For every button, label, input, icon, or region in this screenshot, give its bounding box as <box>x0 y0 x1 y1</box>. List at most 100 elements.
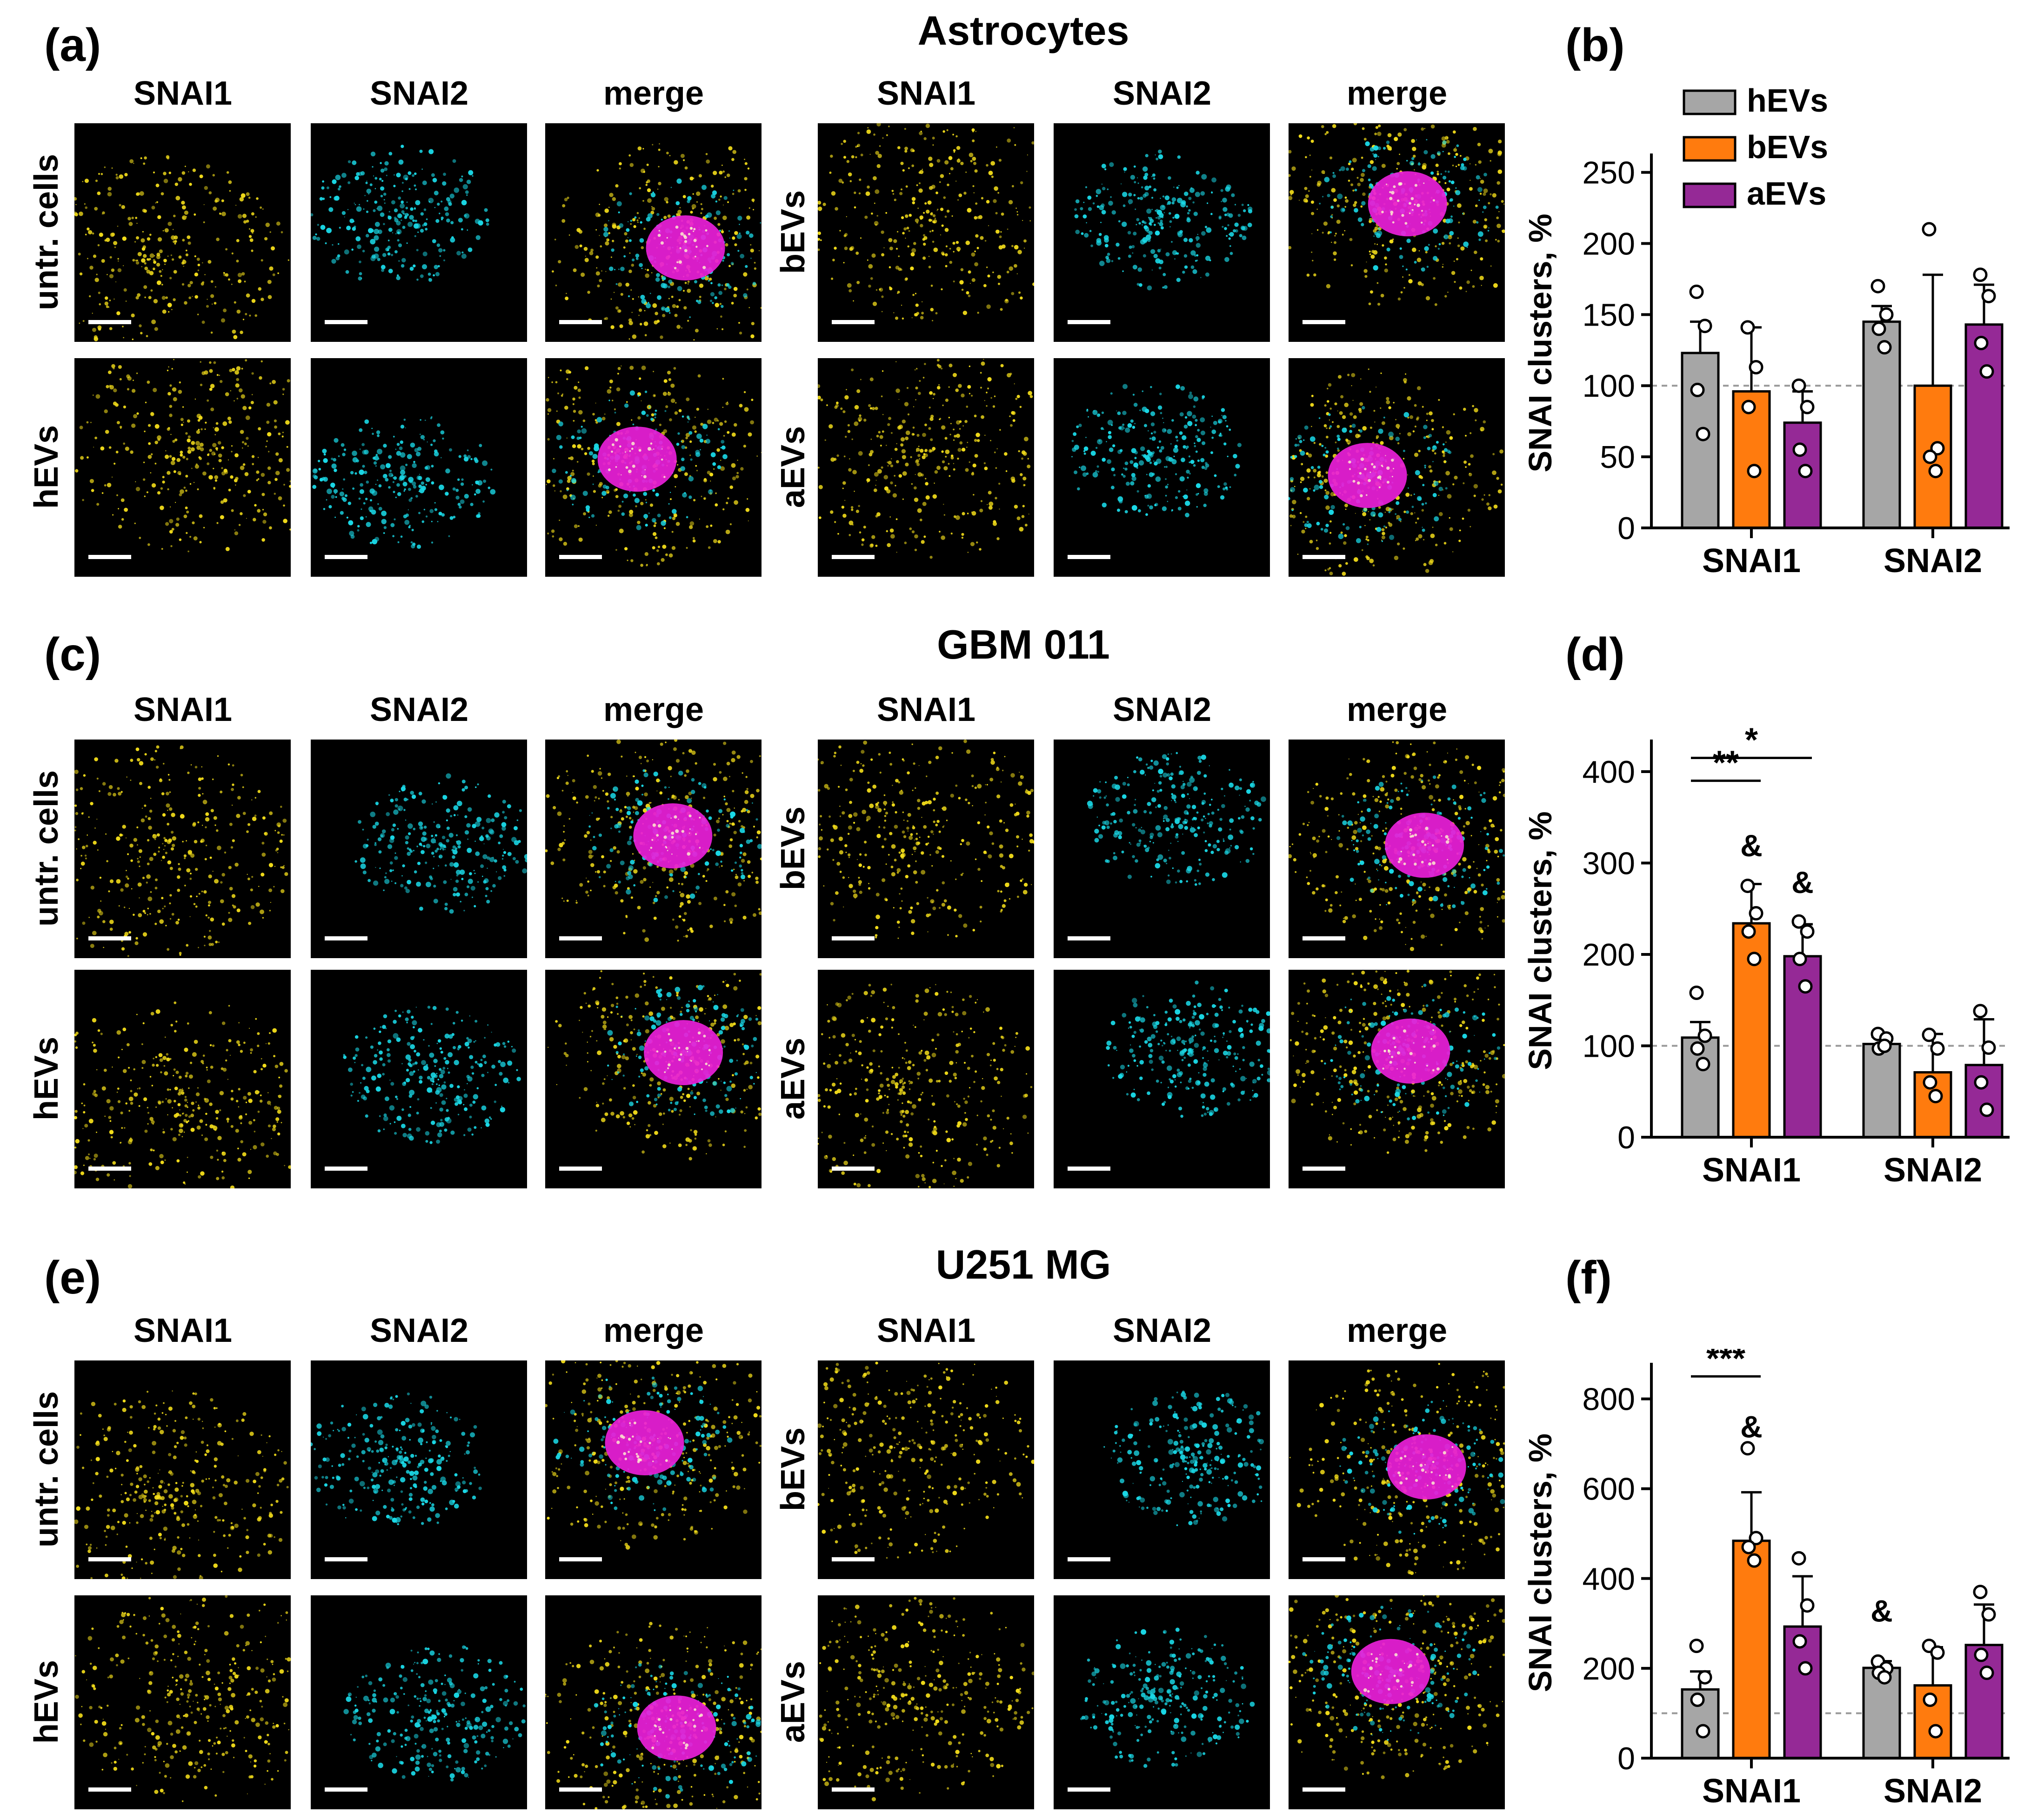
column-label-snai1: SNAI1 <box>876 691 976 728</box>
y-tick-label: 800 <box>1583 1382 1635 1417</box>
data-point <box>1979 1666 1994 1680</box>
micrograph-snai2-0-2 <box>1054 123 1270 342</box>
data-point <box>1979 364 1994 379</box>
scale-bar <box>325 1557 367 1561</box>
row-label-aevs: aEVs <box>775 1660 812 1743</box>
chart-d: 0 100 200 300 400 SNAI1 SNAI2 SNAI clusters, % *… <box>1522 726 2010 1189</box>
micrograph-merge-0-2 <box>1289 123 1505 342</box>
micrograph-merge-2-1 <box>545 1595 762 1809</box>
y-tick-label: 400 <box>1583 1561 1635 1597</box>
nucleus <box>646 215 725 280</box>
y-tick-label: 300 <box>1583 846 1635 881</box>
data-point <box>1749 1531 1763 1546</box>
y-axis-label: SNAI clusters, % <box>1522 811 1558 1070</box>
column-label-merge: merge <box>1346 75 1448 112</box>
data-point <box>1800 1598 1815 1613</box>
nucleus <box>1371 1018 1450 1084</box>
micrograph-snai1-2-1 <box>74 1595 291 1809</box>
micrograph-snai2-1-1 <box>311 970 527 1188</box>
nucleus <box>597 427 677 492</box>
scale-bar <box>1303 555 1345 559</box>
column-label-snai1: SNAI1 <box>133 691 233 728</box>
scale-bar <box>325 320 367 324</box>
column-label-snai1: SNAI1 <box>876 1312 976 1349</box>
micrograph-snai2-2-2 <box>1054 1360 1270 1579</box>
scale-bar <box>832 1787 875 1792</box>
data-point <box>1974 1647 1989 1662</box>
data-point <box>1923 449 1937 464</box>
micrograph-merge-1-2 <box>1289 740 1505 958</box>
scale-bar <box>1068 1787 1110 1792</box>
nucleus <box>637 1695 716 1761</box>
data-point <box>1740 879 1755 893</box>
y-tick-label: 0 <box>1617 511 1635 546</box>
data-point <box>1697 1028 1712 1043</box>
y-tick-label: 200 <box>1583 1651 1635 1687</box>
data-point <box>1973 1585 1988 1600</box>
micrograph-merge-2-2 <box>1289 1360 1505 1579</box>
scale-bar <box>832 1167 875 1171</box>
y-tick-label: 600 <box>1583 1472 1635 1507</box>
scale-bar <box>832 555 875 559</box>
scale-bar <box>88 1557 131 1561</box>
data-point <box>1690 1041 1705 1056</box>
micrograph-merge-1-0 <box>545 740 762 958</box>
column-label-snai2: SNAI2 <box>369 691 469 728</box>
micrograph-snai2-1-2 <box>1054 740 1270 958</box>
data-point <box>1979 1102 1994 1117</box>
scale-bar <box>88 320 131 324</box>
data-point <box>1798 979 1813 994</box>
scale-bar <box>1068 1167 1110 1171</box>
data-point <box>1922 222 1937 237</box>
column-label-snai2: SNAI2 <box>1112 75 1212 112</box>
micrograph-merge-0-3 <box>1289 358 1505 577</box>
column-label-snai2: SNAI2 <box>369 1312 469 1349</box>
data-point <box>1740 320 1755 335</box>
data-point <box>1747 1553 1762 1568</box>
panel-letter-c: (c) <box>44 628 101 680</box>
bar-aEVs-SNAI2 <box>1964 323 2004 529</box>
data-point <box>1690 1692 1705 1707</box>
micrograph-merge-2-3 <box>1289 1595 1505 1809</box>
micrograph-snai1-0-0 <box>74 123 291 342</box>
nucleus <box>1368 171 1447 237</box>
scale-bar <box>1068 936 1110 940</box>
y-tick-label: 100 <box>1583 368 1635 404</box>
scale-bar <box>1303 1167 1345 1171</box>
significance-mark: ** <box>1713 745 1739 782</box>
data-point <box>1973 1004 1988 1019</box>
scale-bar <box>832 936 875 940</box>
data-point <box>1747 952 1762 967</box>
scale-bar <box>559 1167 602 1171</box>
data-point <box>1974 336 1989 350</box>
nucleus <box>1328 443 1407 508</box>
x-tick-label: SNAI1 <box>1702 542 1801 580</box>
data-point <box>1877 1038 1892 1053</box>
data-point <box>1981 1607 1996 1622</box>
scale-bar <box>559 555 602 559</box>
scale-bar <box>559 1557 602 1561</box>
bar-hEVs-SNAI2 <box>1862 320 1901 529</box>
data-point <box>1923 1075 1937 1090</box>
y-tick-label: 0 <box>1617 1120 1635 1155</box>
scale-bar <box>1303 1787 1345 1792</box>
column-label-snai2: SNAI2 <box>369 75 469 112</box>
column-label-snai2: SNAI2 <box>1112 1312 1212 1349</box>
row-label-hevs: hEVs <box>28 425 65 509</box>
data-point <box>1747 464 1762 479</box>
data-point <box>1741 1540 1756 1554</box>
micrograph-merge-1-1 <box>545 970 762 1188</box>
y-tick-label: 50 <box>1600 440 1635 475</box>
data-point <box>1928 1724 1943 1739</box>
significance-mark: * <box>1745 726 1758 759</box>
data-point <box>1974 1075 1989 1090</box>
ampersand-mark: & <box>1740 828 1763 863</box>
column-label-snai1: SNAI1 <box>133 1312 233 1349</box>
legend-swatch-hEVs <box>1683 89 1737 115</box>
micrograph-snai2-0-0 <box>311 123 527 342</box>
y-tick-label: 100 <box>1583 1028 1635 1064</box>
scale-bar <box>559 936 602 940</box>
column-label-merge: merge <box>1346 1312 1448 1349</box>
scale-bar <box>559 1787 602 1792</box>
data-point <box>1928 464 1943 479</box>
